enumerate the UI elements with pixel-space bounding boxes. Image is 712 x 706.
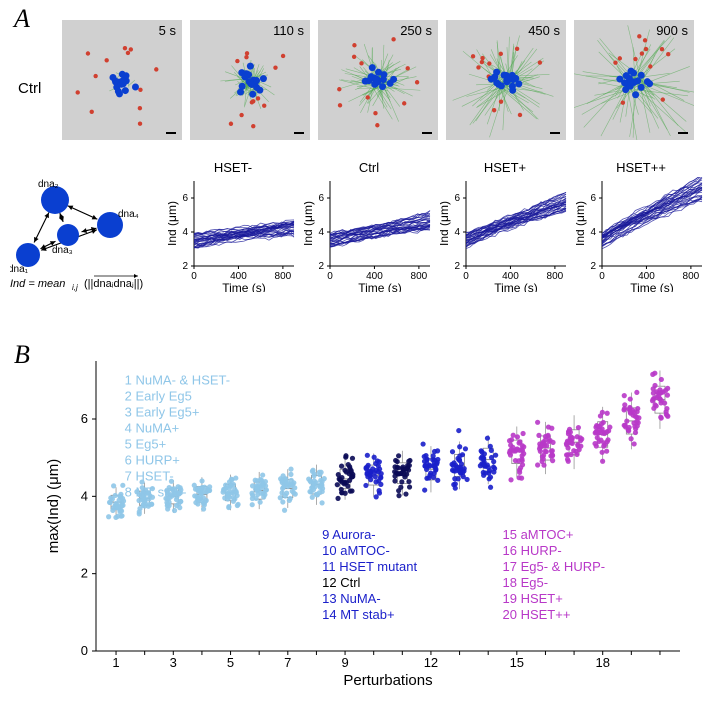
svg-text:2: 2 bbox=[590, 261, 596, 272]
svg-text:Time (s): Time (s) bbox=[494, 281, 538, 292]
svg-text:800: 800 bbox=[547, 271, 564, 282]
svg-text:15: 15 bbox=[510, 655, 524, 670]
trace-panel: HSET-2460400800Ind (μm)Time (s) bbox=[168, 162, 298, 292]
svg-text:2: 2 bbox=[454, 261, 460, 272]
scatter-panel: 0246max(Ind) (μm)13579121518Perturbation… bbox=[40, 355, 690, 685]
trace-panel: HSET+2460400800Ind (μm)Time (s) bbox=[440, 162, 570, 292]
svg-text:dna₃: dna₃ bbox=[52, 245, 73, 256]
svg-text:Perturbations: Perturbations bbox=[343, 672, 432, 689]
svg-text:4: 4 bbox=[590, 227, 596, 238]
svg-text:9: 9 bbox=[341, 655, 348, 670]
dna-diagram: dna₁ dna₂ dna₃ dna₄ Ind = mean i,j (||dnaᵢdnaⱼ… bbox=[10, 175, 155, 295]
svg-text:10 aMTOC-: 10 aMTOC- bbox=[322, 543, 390, 558]
svg-text:800: 800 bbox=[275, 271, 292, 282]
svg-text:6: 6 bbox=[81, 411, 88, 426]
svg-text:18: 18 bbox=[595, 655, 609, 670]
svg-text:Ind (μm): Ind (μm) bbox=[168, 201, 179, 246]
scale-bar bbox=[166, 132, 176, 134]
snapshot-time: 250 s bbox=[400, 23, 432, 38]
svg-text:9 Aurora-: 9 Aurora- bbox=[322, 527, 375, 542]
svg-text:800: 800 bbox=[683, 271, 700, 282]
dna-diagram-svg: dna₁ dna₂ dna₃ dna₄ Ind = mean i,j (||dnaᵢdnaⱼ… bbox=[10, 175, 155, 295]
svg-text:12: 12 bbox=[424, 655, 438, 670]
svg-text:6 HURP+: 6 HURP+ bbox=[125, 452, 180, 467]
svg-text:12 Ctrl: 12 Ctrl bbox=[322, 575, 360, 590]
svg-text:7 HSET-: 7 HSET- bbox=[125, 468, 174, 483]
snapshot-time: 450 s bbox=[528, 23, 560, 38]
svg-text:Ind = mean: Ind = mean bbox=[10, 278, 65, 290]
svg-text:0: 0 bbox=[463, 271, 469, 282]
svg-text:max(Ind) (μm): max(Ind) (μm) bbox=[45, 459, 62, 553]
svg-text:0: 0 bbox=[599, 271, 605, 282]
svg-text:11 HSET mutant: 11 HSET mutant bbox=[322, 559, 417, 574]
trace-panel: Ctrl2460400800Ind (μm)Time (s) bbox=[304, 162, 434, 292]
snapshot: 250 s bbox=[318, 20, 438, 140]
svg-text:Time (s): Time (s) bbox=[222, 281, 266, 292]
svg-text:3: 3 bbox=[170, 655, 177, 670]
svg-text:dna₁: dna₁ bbox=[10, 264, 29, 275]
svg-text:Time (s): Time (s) bbox=[358, 281, 402, 292]
snapshot: 450 s bbox=[446, 20, 566, 140]
svg-text:5 Eg5+: 5 Eg5+ bbox=[125, 436, 167, 451]
svg-text:2: 2 bbox=[81, 566, 88, 581]
snapshot-time: 900 s bbox=[656, 23, 688, 38]
snapshot: 900 s bbox=[574, 20, 694, 140]
scale-bar bbox=[422, 132, 432, 134]
svg-text:5: 5 bbox=[227, 655, 234, 670]
snapshot: 110 s bbox=[190, 20, 310, 140]
svg-text:4 NuMA+: 4 NuMA+ bbox=[125, 420, 180, 435]
svg-text:0: 0 bbox=[327, 271, 333, 282]
svg-text:4: 4 bbox=[81, 488, 88, 503]
svg-text:0: 0 bbox=[191, 271, 197, 282]
snapshot-time: 110 s bbox=[273, 23, 304, 38]
svg-text:4: 4 bbox=[182, 227, 188, 238]
svg-text:Ind (μm): Ind (μm) bbox=[576, 201, 587, 246]
snapshot-time: 5 s bbox=[159, 23, 176, 38]
svg-text:dna₂: dna₂ bbox=[38, 179, 59, 190]
svg-text:4: 4 bbox=[318, 227, 324, 238]
svg-text:4: 4 bbox=[454, 227, 460, 238]
panel-a-label: A bbox=[14, 4, 30, 34]
svg-text:(||dnaᵢdnaⱼ||): (||dnaᵢdnaⱼ||) bbox=[84, 278, 143, 290]
trace-title: Ctrl bbox=[304, 160, 434, 175]
svg-text:3 Early Eg5+: 3 Early Eg5+ bbox=[125, 404, 200, 419]
svg-text:16 HURP-: 16 HURP- bbox=[503, 543, 562, 558]
svg-text:1 NuMA- & HSET-: 1 NuMA- & HSET- bbox=[125, 372, 230, 387]
svg-text:15 aMTOC+: 15 aMTOC+ bbox=[503, 527, 574, 542]
ctrl-row-label: Ctrl bbox=[18, 80, 41, 97]
scale-bar bbox=[294, 132, 304, 134]
svg-text:2: 2 bbox=[318, 261, 324, 272]
trace-title: HSET++ bbox=[576, 160, 706, 175]
svg-text:0: 0 bbox=[81, 643, 88, 658]
svg-text:dna₄: dna₄ bbox=[118, 209, 139, 220]
svg-text:20 HSET++: 20 HSET++ bbox=[503, 607, 571, 622]
snapshot: 5 s bbox=[62, 20, 182, 140]
svg-text:19 HSET+: 19 HSET+ bbox=[503, 591, 563, 606]
svg-text:2: 2 bbox=[182, 261, 188, 272]
svg-text:14 MT stab+: 14 MT stab+ bbox=[322, 607, 394, 622]
scale-bar bbox=[550, 132, 560, 134]
svg-text:6: 6 bbox=[182, 193, 188, 204]
panel-b-label: B bbox=[14, 340, 30, 370]
trace-title: HSET- bbox=[168, 160, 298, 175]
svg-text:7: 7 bbox=[284, 655, 291, 670]
svg-text:Ind (μm): Ind (μm) bbox=[304, 201, 315, 246]
scatter-svg: 0 2 4 6 max(Ind) (μm) 1 3 5 7 9 12 15 18 Perturbation… bbox=[40, 355, 690, 695]
trace-title: HSET+ bbox=[440, 160, 570, 175]
svg-text:Ind (μm): Ind (μm) bbox=[440, 201, 451, 246]
svg-text:1: 1 bbox=[112, 655, 119, 670]
svg-text:6: 6 bbox=[454, 193, 460, 204]
svg-text:8 MT stab-: 8 MT stab- bbox=[125, 484, 187, 499]
svg-text:2 Early Eg5: 2 Early Eg5 bbox=[125, 388, 192, 403]
svg-text:18 Eg5-: 18 Eg5- bbox=[503, 575, 549, 590]
svg-text:6: 6 bbox=[590, 193, 596, 204]
svg-text:Time (s): Time (s) bbox=[630, 281, 674, 292]
scale-bar bbox=[678, 132, 688, 134]
trace-panel: HSET++2460400800Ind (μm)Time (s) bbox=[576, 162, 706, 292]
svg-text:17 Eg5- & HURP-: 17 Eg5- & HURP- bbox=[503, 559, 606, 574]
svg-text:13 NuMA-: 13 NuMA- bbox=[322, 591, 381, 606]
svg-text:6: 6 bbox=[318, 193, 324, 204]
svg-text:i,j: i,j bbox=[72, 283, 78, 292]
svg-text:800: 800 bbox=[411, 271, 428, 282]
